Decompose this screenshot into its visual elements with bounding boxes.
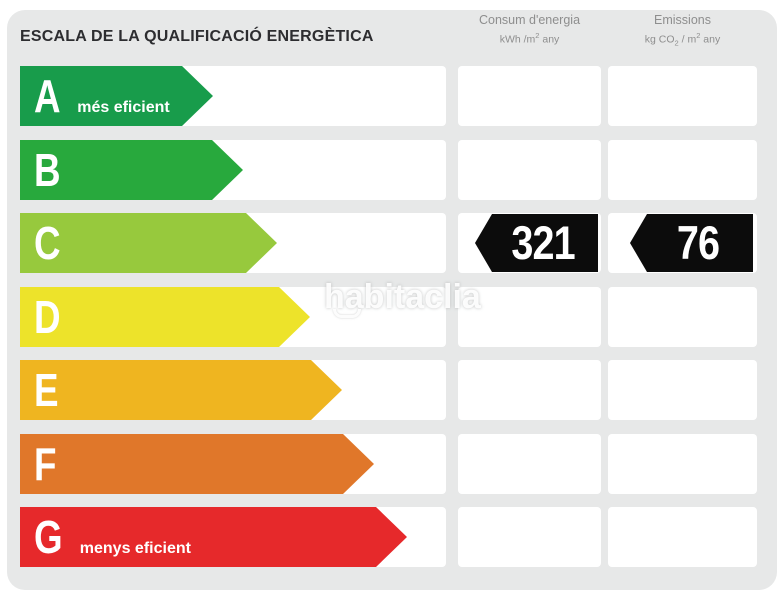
rating-arrow-f: F — [20, 434, 374, 494]
consum-cell-d — [458, 287, 601, 347]
rating-letter: C — [34, 217, 61, 269]
emissions-value-tag: 76 — [630, 214, 753, 272]
column-header-consum: Consum d'energia kWh /m2 any — [458, 12, 601, 47]
page-title: ESCALA DE LA QUALIFICACIÓ ENERGÈTICA — [20, 28, 374, 45]
rating-arrow-c: C — [20, 213, 277, 273]
rating-row-f: F — [0, 434, 784, 494]
watermark-smile-icon — [333, 309, 361, 318]
emissions-cell-c: 76 — [608, 213, 757, 273]
consum-value: 321 — [511, 215, 576, 270]
consum-value-tag: 321 — [475, 214, 598, 272]
emissions-cell-e — [608, 360, 757, 420]
consum-cell-a — [458, 66, 601, 126]
consum-cell-e — [458, 360, 601, 420]
rating-arrow-label: menys eficient — [79, 540, 191, 557]
rating-arrow-a: A més eficient — [20, 66, 213, 126]
rating-row-e: E — [0, 360, 784, 420]
emissions-cell-g — [608, 507, 757, 567]
emissions-value: 76 — [677, 215, 720, 270]
rating-letter: G — [34, 511, 63, 563]
rating-row-a: A més eficient — [0, 66, 784, 126]
rating-row-g: G menys eficient — [0, 507, 784, 567]
consum-header-unit: kWh /m2 any — [499, 31, 560, 46]
consum-header-label: Consum d'energia — [478, 13, 581, 27]
rating-arrow-e: E — [20, 360, 342, 420]
rating-letter: E — [34, 364, 59, 416]
emissions-header-unit: kg CO2 / m2 any — [644, 31, 721, 48]
emissions-cell-a — [608, 66, 757, 126]
rating-letter: F — [34, 438, 57, 490]
rating-row-c: 321 76 C — [0, 213, 784, 273]
emissions-cell-d — [608, 287, 757, 347]
rating-letter: B — [34, 144, 61, 196]
rating-row-d: D — [0, 287, 784, 347]
rating-letter: A — [34, 70, 61, 122]
consum-cell-b — [458, 140, 601, 200]
emissions-cell-b — [608, 140, 757, 200]
rating-arrow-label: més eficient — [77, 99, 170, 116]
emissions-header-label: Emissions — [654, 13, 711, 27]
rating-row-b: B — [0, 140, 784, 200]
column-header-emissions: Emissions kg CO2 / m2 any — [608, 12, 757, 51]
rating-arrow-b: B — [20, 140, 243, 200]
rating-arrow-g: G menys eficient — [20, 507, 407, 567]
rating-letter: D — [34, 291, 61, 343]
rating-arrow-d: D — [20, 287, 310, 347]
emissions-cell-f — [608, 434, 757, 494]
consum-cell-c: 321 — [458, 213, 601, 273]
consum-cell-f — [458, 434, 601, 494]
consum-cell-g — [458, 507, 601, 567]
